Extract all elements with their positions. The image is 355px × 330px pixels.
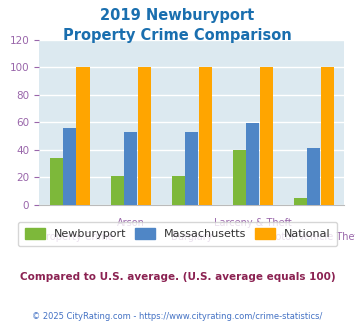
Text: 2019 Newburyport: 2019 Newburyport <box>100 8 255 23</box>
Bar <box>76 67 89 205</box>
Text: Compared to U.S. average. (U.S. average equals 100): Compared to U.S. average. (U.S. average … <box>20 272 335 282</box>
Bar <box>246 123 259 205</box>
Bar <box>260 67 273 205</box>
Bar <box>124 132 137 205</box>
Bar <box>233 149 246 205</box>
Bar <box>111 176 124 205</box>
Text: Motor Vehicle Theft: Motor Vehicle Theft <box>267 232 355 242</box>
Bar <box>172 176 185 205</box>
Bar <box>185 132 198 205</box>
Text: Property Crime Comparison: Property Crime Comparison <box>63 28 292 43</box>
Bar <box>294 198 307 205</box>
Legend: Newburyport, Massachusetts, National: Newburyport, Massachusetts, National <box>18 222 337 246</box>
Text: Arson: Arson <box>117 218 144 228</box>
Bar <box>63 128 76 205</box>
Text: Larceny & Theft: Larceny & Theft <box>214 218 292 228</box>
Text: Burglary: Burglary <box>171 232 212 242</box>
Bar <box>307 148 320 205</box>
Bar <box>50 158 63 205</box>
Bar <box>198 67 212 205</box>
Text: © 2025 CityRating.com - https://www.cityrating.com/crime-statistics/: © 2025 CityRating.com - https://www.city… <box>32 312 323 321</box>
Bar <box>321 67 334 205</box>
Bar <box>137 67 151 205</box>
Text: All Property Crime: All Property Crime <box>25 232 114 242</box>
